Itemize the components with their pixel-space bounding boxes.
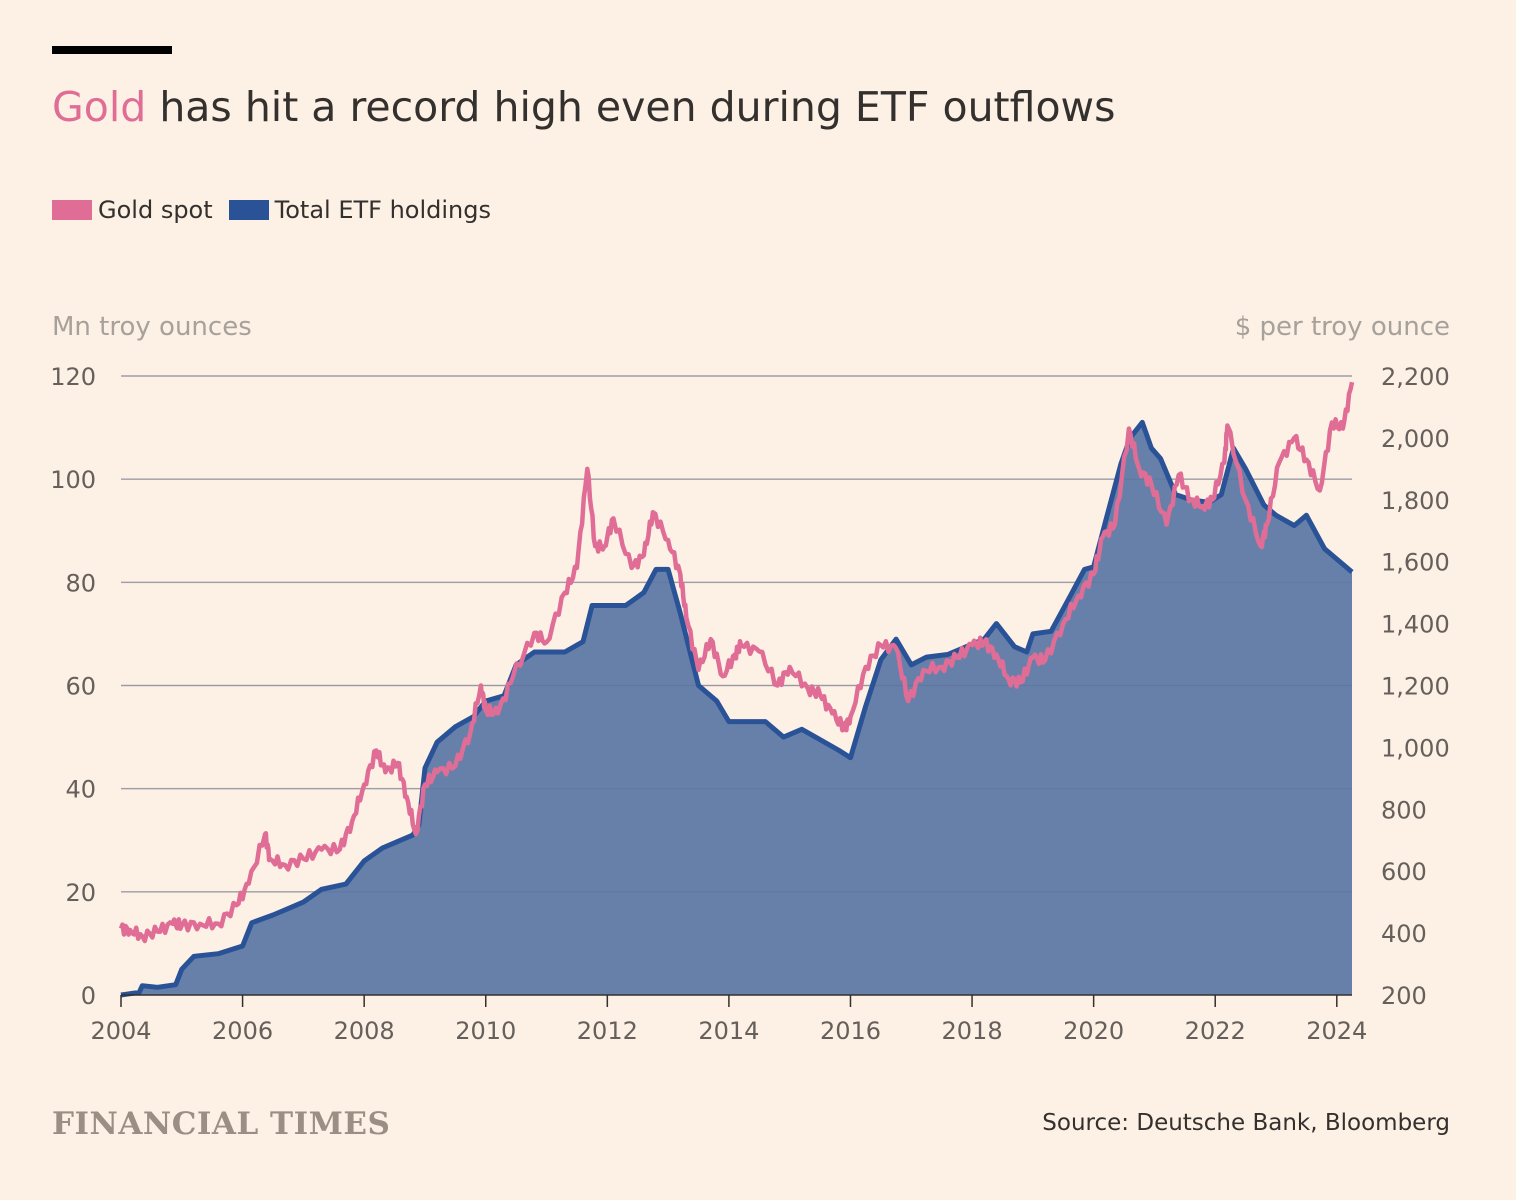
right-tick-label: 2,200: [1381, 363, 1450, 391]
legend-label-etf: Total ETF holdings: [274, 196, 492, 224]
etf-holdings-area: [121, 422, 1352, 995]
left-axis-title: Mn troy ounces: [52, 312, 252, 342]
right-axis-title: $ per troy ounce: [1234, 312, 1450, 342]
right-tick-label: 1,600: [1381, 549, 1450, 577]
source-note: Source: Deutsche Bank, Bloomberg: [1042, 1110, 1450, 1136]
left-tick-label: 80: [65, 569, 96, 597]
x-tick-label: 2010: [455, 1017, 516, 1045]
headline-text: has hit a record high even during ETF ou…: [146, 83, 1116, 131]
legend-item-gold: Gold spot: [52, 196, 213, 224]
etf-holdings-line: [120, 419, 1354, 998]
left-tick-label: 20: [65, 879, 96, 907]
legend-swatch-etf: [228, 200, 269, 220]
legend-item-etf: Total ETF holdings: [228, 196, 492, 224]
legend-label-gold: Gold spot: [98, 196, 213, 224]
left-tick-label: 60: [65, 673, 96, 701]
right-tick-label: 2,000: [1381, 425, 1450, 453]
x-tick-label: 2004: [90, 1017, 151, 1045]
left-tick-label: 40: [65, 776, 96, 804]
x-tick-label: 2008: [334, 1017, 395, 1045]
x-tick-label: 2016: [820, 1017, 881, 1045]
chart-headline: Gold has hit a record high even during E…: [52, 80, 1115, 134]
right-tick-label: 1,000: [1381, 734, 1450, 762]
right-tick-label: 800: [1381, 796, 1427, 824]
left-tick-label: 0: [81, 982, 96, 1010]
headline-highlight: Gold: [52, 83, 147, 131]
x-tick-label: 2018: [942, 1017, 1003, 1045]
gold-spot-line: [118, 381, 1355, 944]
publisher-logo: FINANCIAL TIMES: [52, 1106, 391, 1142]
title-accent-bar: [52, 46, 172, 54]
chart-legend: Gold spot Total ETF holdings: [52, 196, 507, 224]
right-tick-label: 600: [1381, 858, 1427, 886]
legend-swatch-gold: [52, 200, 92, 220]
left-tick-label: 100: [50, 466, 96, 494]
right-tick-label: 1,800: [1381, 487, 1450, 515]
x-tick-label: 2020: [1063, 1017, 1124, 1045]
x-tick-label: 2012: [577, 1017, 638, 1045]
right-tick-label: 400: [1381, 920, 1427, 948]
left-tick-label: 120: [50, 363, 96, 391]
x-tick-label: 2006: [212, 1017, 273, 1045]
x-tick-label: 2024: [1306, 1017, 1367, 1045]
x-tick-label: 2022: [1185, 1017, 1246, 1045]
right-tick-label: 1,200: [1381, 673, 1450, 701]
x-tick-label: 2014: [698, 1017, 759, 1045]
right-tick-label: 1,400: [1381, 611, 1450, 639]
right-tick-label: 200: [1381, 982, 1427, 1010]
